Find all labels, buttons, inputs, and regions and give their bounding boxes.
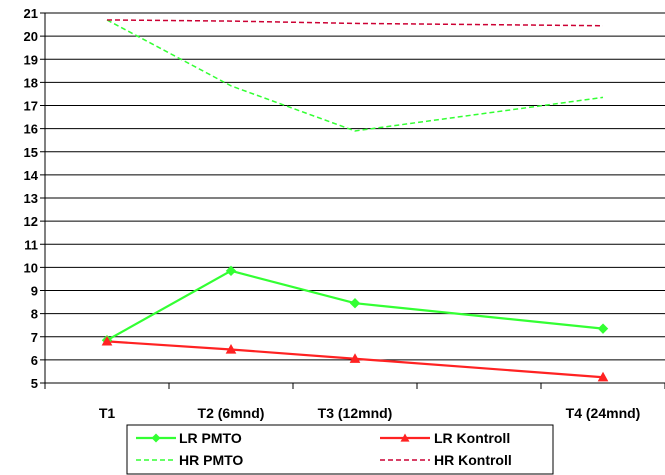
legend: LR PMTO LR Kontroll HR PMTO HR Kontroll xyxy=(126,424,554,475)
y-tick-label: 7 xyxy=(31,330,38,345)
y-tick-label: 15 xyxy=(24,145,38,160)
marker-diamond xyxy=(225,265,237,277)
y-tick-label: 8 xyxy=(31,307,38,322)
series-line-lr-pmto xyxy=(106,269,604,342)
x-tick-label: T3 (12mnd) xyxy=(318,405,393,421)
y-tick-label: 5 xyxy=(31,376,38,391)
x-tick-label: T1 xyxy=(99,405,116,421)
legend-label: LR PMTO xyxy=(179,430,242,446)
y-tick-label: 19 xyxy=(24,52,38,67)
marker-diamond xyxy=(597,323,609,334)
y-tick-label: 10 xyxy=(24,260,38,275)
y-tick-label: 17 xyxy=(24,99,38,114)
y-tick-label: 11 xyxy=(24,237,38,252)
marker-triangle xyxy=(349,353,361,363)
gridlines xyxy=(45,12,665,384)
marker-triangle xyxy=(597,371,609,382)
legend-box xyxy=(126,424,554,475)
legend-marker-diamond xyxy=(151,433,161,443)
marker-diamond xyxy=(349,298,361,309)
y-tick-labels: 5 6 7 8 9 10 11 12 13 14 15 16 17 18 19 20 21 xyxy=(24,6,39,391)
marker-triangle xyxy=(225,343,237,354)
legend-marker-triangle xyxy=(400,433,410,442)
x-tick-label: T4 (24mnd) xyxy=(566,405,641,421)
x-tick-labels: T1 T2 (6mnd) T3 (12mnd) T4 (24mnd) xyxy=(99,405,641,421)
legend-label: LR Kontroll xyxy=(434,430,510,446)
y-tick-label: 16 xyxy=(24,122,38,137)
axes xyxy=(40,12,665,389)
y-tick-label: 20 xyxy=(24,29,38,44)
y-tick-label: 18 xyxy=(24,75,38,90)
y-tick-label: 13 xyxy=(24,191,38,206)
y-tick-label: 14 xyxy=(24,168,39,183)
marker-triangle xyxy=(101,335,113,346)
series-lines xyxy=(106,19,604,379)
y-tick-label: 21 xyxy=(24,6,38,21)
y-tick-label: 12 xyxy=(24,214,38,229)
series-line-hr-kontroll xyxy=(106,19,604,27)
x-tick-label: T2 (6mnd) xyxy=(198,405,265,421)
series-markers xyxy=(101,265,609,382)
legend-label: HR PMTO xyxy=(179,452,243,468)
series-line-lr-kontroll xyxy=(106,340,604,379)
legend-label: HR Kontroll xyxy=(434,452,512,468)
y-tick-label: 9 xyxy=(31,284,38,299)
y-tick-label: 6 xyxy=(31,353,38,368)
